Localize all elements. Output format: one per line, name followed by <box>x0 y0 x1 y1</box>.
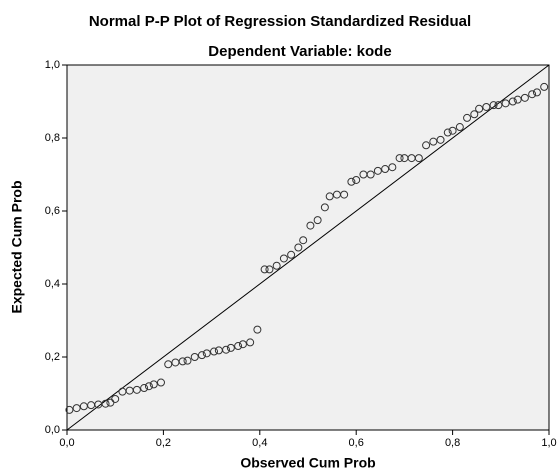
point <box>520 93 529 102</box>
chart-subtitle: Dependent Variable: kode <box>208 43 391 60</box>
point <box>111 394 120 403</box>
point <box>246 338 255 347</box>
point <box>253 325 262 334</box>
x-tick-label: 0,8 <box>445 437 460 449</box>
point <box>429 137 438 146</box>
point <box>528 90 537 99</box>
point <box>183 356 192 365</box>
point <box>260 265 269 274</box>
point <box>222 345 231 354</box>
point <box>149 380 158 389</box>
point <box>265 265 274 274</box>
point <box>414 154 423 163</box>
point <box>313 216 322 225</box>
point <box>482 102 491 111</box>
y-tick-label: 1,0 <box>45 59 60 71</box>
point <box>140 384 149 393</box>
point <box>164 360 173 369</box>
point <box>226 343 235 352</box>
point <box>501 99 510 108</box>
y-tick-label: 0,2 <box>45 351 60 363</box>
point <box>234 342 243 351</box>
point <box>287 250 296 259</box>
point <box>306 221 315 230</box>
point <box>513 95 522 104</box>
point <box>494 101 503 110</box>
x-tick-label: 0,6 <box>349 437 364 449</box>
point <box>178 357 187 366</box>
x-tick-label: 0,4 <box>252 437 267 449</box>
point <box>540 82 549 91</box>
point <box>443 128 452 137</box>
point <box>366 170 375 179</box>
point <box>65 405 74 414</box>
point <box>422 141 431 150</box>
x-tick-label: 1,0 <box>541 437 556 449</box>
point <box>489 101 498 110</box>
point <box>325 192 334 201</box>
chart-title: Normal P-P Plot of Regression Standardiz… <box>89 13 471 30</box>
point <box>508 97 517 106</box>
point <box>475 104 484 113</box>
point <box>294 243 303 252</box>
point <box>436 135 445 144</box>
point <box>197 351 206 360</box>
point <box>340 190 349 199</box>
point <box>395 154 404 163</box>
y-tick-label: 0,4 <box>45 278 60 290</box>
point <box>463 113 472 122</box>
point <box>470 110 479 119</box>
point <box>347 177 356 186</box>
point <box>320 203 329 212</box>
point <box>156 378 165 387</box>
point <box>210 347 219 356</box>
point <box>381 165 390 174</box>
point <box>132 385 141 394</box>
x-axis-label: Observed Cum Prob <box>240 455 375 471</box>
y-tick-label: 0,8 <box>45 132 60 144</box>
point <box>144 382 153 391</box>
point <box>238 340 247 349</box>
point <box>388 163 397 172</box>
point <box>373 166 382 175</box>
x-tick-label: 0,0 <box>59 437 74 449</box>
point <box>279 254 288 263</box>
point <box>101 399 110 408</box>
point <box>72 404 81 413</box>
point <box>352 175 361 184</box>
point <box>299 236 308 245</box>
point <box>202 349 211 358</box>
y-tick-label: 0,6 <box>45 205 60 217</box>
point <box>448 126 457 135</box>
y-axis-label: Expected Cum Prob <box>9 180 25 313</box>
point <box>190 353 199 361</box>
x-tick-label: 0,2 <box>156 437 171 449</box>
point <box>532 88 541 97</box>
reference-line <box>66 64 550 431</box>
y-tick-label: 0,0 <box>45 424 60 436</box>
point <box>272 261 281 270</box>
point <box>455 123 464 132</box>
